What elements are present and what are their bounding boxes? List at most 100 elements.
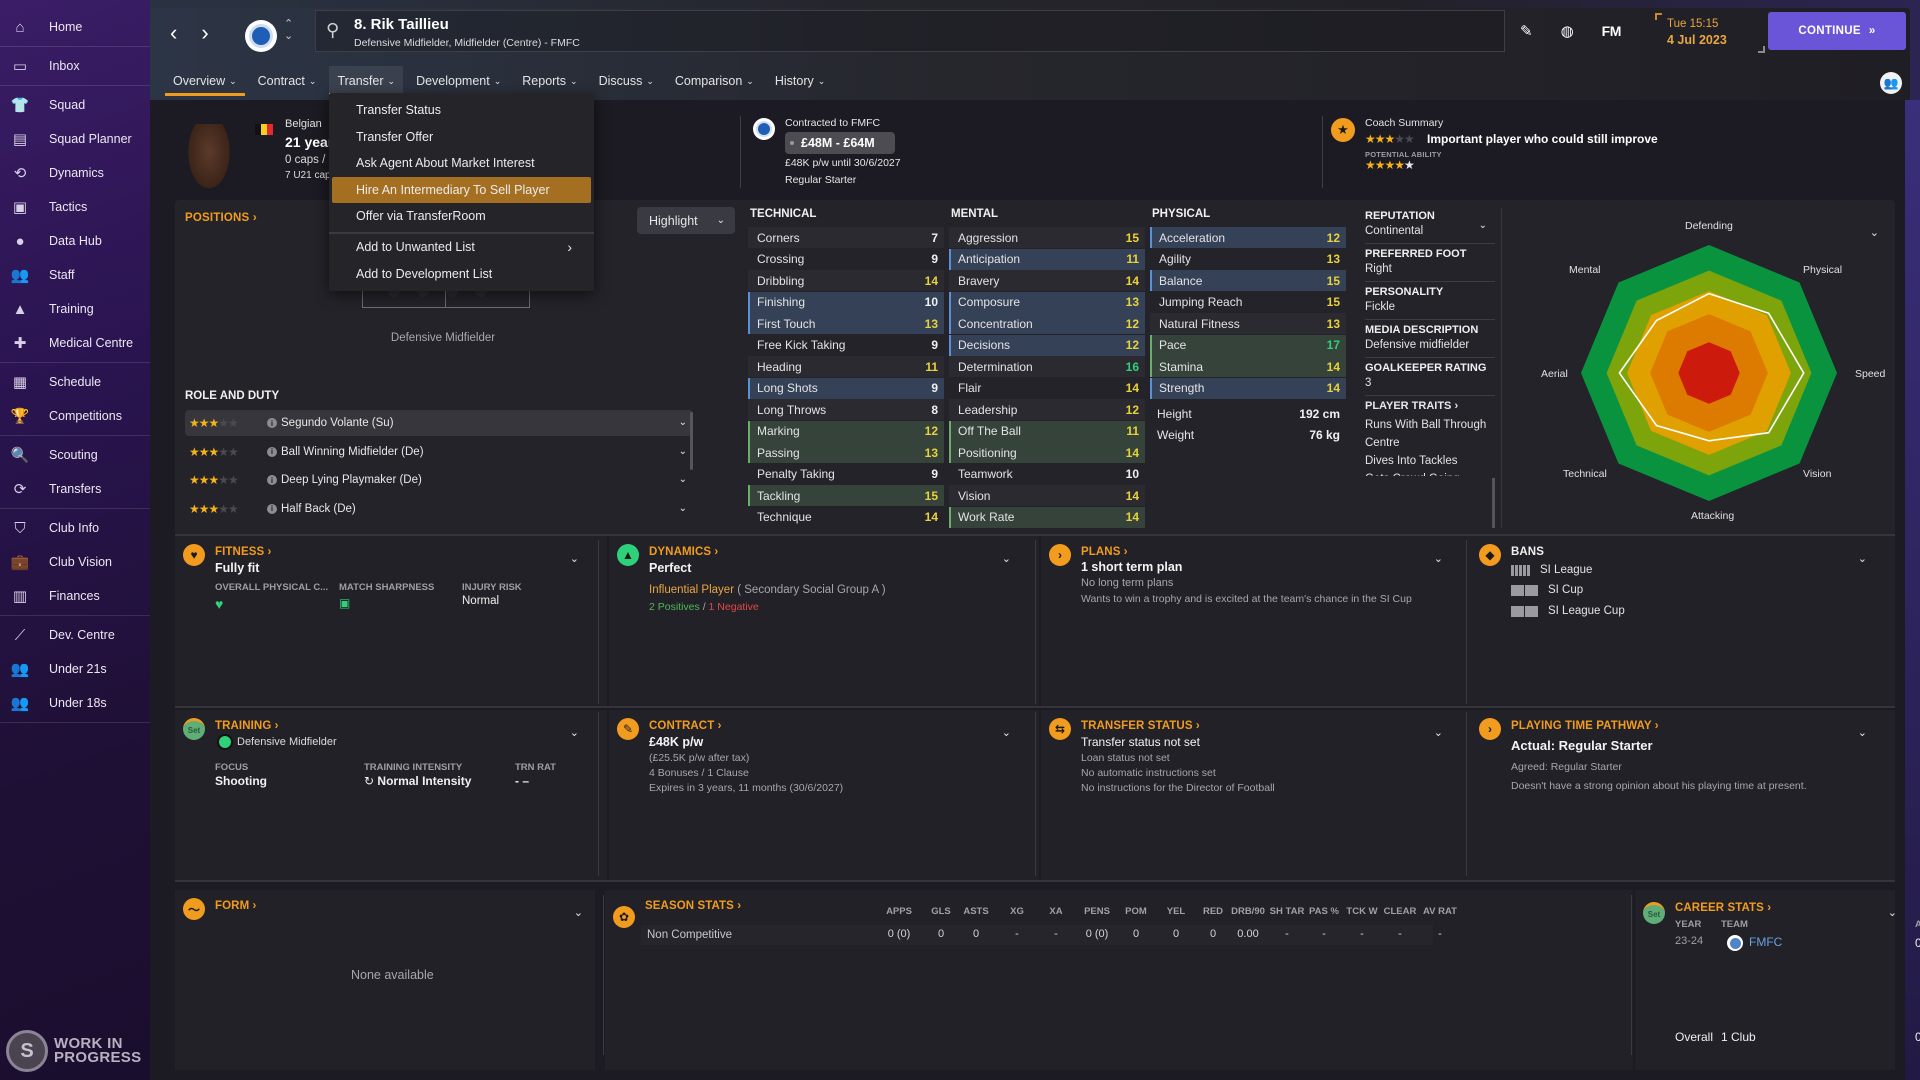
continue-button[interactable]: CONTINUE » <box>1768 12 1906 50</box>
training-focus[interactable]: Shooting <box>215 774 267 788</box>
sidebar-item-finances[interactable]: ▥ Finances <box>0 579 150 613</box>
chevron-down-icon[interactable]: ⌄ <box>1887 907 1897 919</box>
attribute-row[interactable]: First Touch 13 <box>748 313 944 334</box>
sidebar-item-dynamics[interactable]: ⟲ Dynamics <box>0 156 150 190</box>
sidebar-item-data-hub[interactable]: ● Data Hub <box>0 224 150 258</box>
menu-item-transfer-status[interactable]: Transfer Status <box>356 103 441 118</box>
season-stat-header[interactable]: POM <box>1125 906 1147 917</box>
season-stat-header[interactable]: TCK W <box>1346 906 1378 917</box>
chevron-down-icon[interactable]: ⌄ <box>1478 220 1487 231</box>
sidebar-item-club-vision[interactable]: 💼 Club Vision <box>0 545 150 579</box>
contract-link[interactable]: CONTRACT › <box>649 720 722 732</box>
chevron-down-icon[interactable]: ⌄ <box>1857 553 1867 565</box>
attribute-row[interactable]: Crossing 9 <box>757 252 938 266</box>
reputation[interactable]: REPUTATION Continental ⌄ <box>1365 206 1495 244</box>
role-row[interactable]: ★★★★★ i Segundo Volante (Su) ⌄ <box>185 410 693 436</box>
attribute-row[interactable]: Natural Fitness 13 <box>1150 313 1346 334</box>
season-stat-header[interactable]: RED <box>1202 906 1224 917</box>
chevron-down-icon[interactable]: ⌄ <box>569 553 579 565</box>
attribute-row[interactable]: Technique 14 <box>757 510 938 524</box>
form-link[interactable]: FORM › <box>215 900 257 912</box>
season-stat-header[interactable]: AV RAT <box>1423 906 1457 917</box>
dynamics-link[interactable]: DYNAMICS › <box>649 546 719 558</box>
player-traits-link[interactable]: PLAYER TRAITS › <box>1365 400 1459 412</box>
role-row[interactable]: ★★★★★ i Half Back (De) ⌄ <box>189 501 687 516</box>
attribute-row[interactable]: Concentration 12 <box>949 313 1145 334</box>
chevron-down-icon[interactable]: ⌄ <box>1001 553 1011 565</box>
chevron-down-icon[interactable]: ⌄ <box>1869 227 1879 239</box>
attribute-row[interactable]: Stamina 14 <box>1150 356 1346 377</box>
attribute-row[interactable]: Long Shots 9 <box>748 377 944 399</box>
player-cycle-arrows[interactable]: ⌃ ⌄ <box>284 18 293 42</box>
tab-reports[interactable]: Reports ⌄ <box>522 74 578 88</box>
chevron-down-icon[interactable]: ⌄ <box>573 907 583 919</box>
attribute-row[interactable]: Flair 14 <box>958 381 1139 395</box>
positions-link[interactable]: POSITIONS › <box>185 212 257 224</box>
tab-history[interactable]: History ⌄ <box>774 74 826 88</box>
transfer-status-link[interactable]: TRANSFER STATUS › <box>1081 720 1200 732</box>
attribute-row[interactable]: Passing 13 <box>748 442 944 463</box>
attribute-row[interactable]: Corners 7 <box>748 227 944 248</box>
info-icon[interactable]: i <box>267 475 277 485</box>
up-arrow-icon[interactable]: ⌃ <box>284 18 294 30</box>
sidebar-item-dev-centre[interactable]: ⟋ Dev. Centre <box>0 618 150 652</box>
attribute-row[interactable]: Decisions 12 <box>949 334 1145 356</box>
season-stat-header[interactable]: XG <box>1010 906 1024 917</box>
sidebar-item-competitions[interactable]: 🏆 Competitions <box>0 399 150 433</box>
attribute-row[interactable]: Finishing 10 <box>748 291 944 313</box>
down-arrow-icon[interactable]: ⌄ <box>284 30 294 42</box>
globe-icon[interactable]: ◍ <box>1560 23 1574 40</box>
traits-scrollbar[interactable] <box>1492 478 1495 528</box>
attribute-row[interactable]: Teamwork 10 <box>958 467 1139 481</box>
chevron-down-icon[interactable]: ⌄ <box>678 417 687 428</box>
club-badge[interactable] <box>245 20 277 52</box>
attribute-row[interactable]: Dribbling 14 <box>748 270 944 291</box>
attribute-row[interactable]: Work Rate 14 <box>949 506 1145 528</box>
sidebar-item-club-info[interactable]: ⛉ Club Info <box>0 511 150 545</box>
menu-item-transfer-offer[interactable]: Transfer Offer <box>356 129 434 144</box>
attribute-row[interactable]: Penalty Taking 9 <box>757 467 938 481</box>
career-team-link[interactable]: FMFC <box>1749 935 1783 949</box>
sidebar-item-tactics[interactable]: ▣ Tactics <box>0 190 150 224</box>
sidebar-item-medical-centre[interactable]: ✚ Medical Centre <box>0 326 150 360</box>
game-date[interactable]: Tue 15:15 4 Jul 2023 <box>1655 13 1765 53</box>
sidebar-item-under-18s[interactable]: 👥 Under 18s <box>0 686 150 720</box>
role-row[interactable]: ★★★★★ i Ball Winning Midfielder (De) ⌄ <box>189 444 687 459</box>
sidebar-item-squad-planner[interactable]: ▤ Squad Planner <box>0 122 150 156</box>
fm-menu-button[interactable]: FM <box>1601 23 1622 39</box>
tab-transfer[interactable]: Transfer ⌄ <box>329 66 404 96</box>
training-intensity[interactable]: ↻ Normal Intensity <box>364 774 472 788</box>
season-row-label[interactable]: Non Competitive <box>641 925 1433 945</box>
attribute-row[interactable]: Leadership 12 <box>949 399 1145 420</box>
attribute-row[interactable]: Tackling 15 <box>748 485 944 506</box>
sidebar-item-squad[interactable]: 👕 Squad <box>0 88 150 122</box>
forward-arrow-icon[interactable]: › <box>201 20 209 45</box>
chevron-down-icon[interactable]: ⌄ <box>678 445 687 457</box>
sidebar-item-schedule[interactable]: ▦ Schedule <box>0 365 150 399</box>
tab-discuss[interactable]: Discuss ⌄ <box>598 74 654 88</box>
attribute-row[interactable]: Anticipation 11 <box>949 248 1145 270</box>
attribute-row[interactable]: Bravery 14 <box>949 270 1145 291</box>
training-link[interactable]: TRAINING › <box>215 720 279 732</box>
menu-item-hire-an-intermediary-to-sell-player[interactable]: Hire An Intermediary To Sell Player <box>332 176 591 203</box>
player-title-box[interactable]: ⚲ 8. Rik Taillieu Defensive Midfielder, … <box>315 10 1505 52</box>
info-icon[interactable]: i <box>267 503 277 514</box>
pencil-icon[interactable]: ✎ <box>1520 23 1533 40</box>
career-stats-link[interactable]: CAREER STATS › <box>1675 902 1772 914</box>
sidebar-item-home[interactable]: ⌂ Home <box>0 10 150 44</box>
role-row[interactable]: ★★★★★ i Deep Lying Playmaker (De) ⌄ <box>189 473 687 487</box>
sidebar-item-inbox[interactable]: ▭ Inbox <box>0 49 150 83</box>
attribute-row[interactable]: Agility 13 <box>1159 252 1340 266</box>
menu-item-add-to-development-list[interactable]: Add to Development List <box>356 266 493 281</box>
tab-comparison[interactable]: Comparison ⌄ <box>674 74 754 88</box>
playing-time-link[interactable]: PLAYING TIME PATHWAY › <box>1511 720 1659 732</box>
transfer-value[interactable]: £48M - £64M <box>785 132 895 154</box>
chevron-down-icon[interactable]: ⌄ <box>1857 727 1867 739</box>
fitness-link[interactable]: FITNESS › <box>215 546 272 558</box>
sidebar-item-staff[interactable]: 👥 Staff <box>0 258 150 292</box>
season-stat-header[interactable]: APPS <box>886 906 912 917</box>
plans-link[interactable]: PLANS › <box>1081 546 1128 558</box>
sidebar-item-transfers[interactable]: ⟳ Transfers <box>0 472 150 506</box>
attribute-row[interactable]: Free Kick Taking 9 <box>757 338 938 352</box>
role-list-scrollbar[interactable] <box>690 412 693 470</box>
